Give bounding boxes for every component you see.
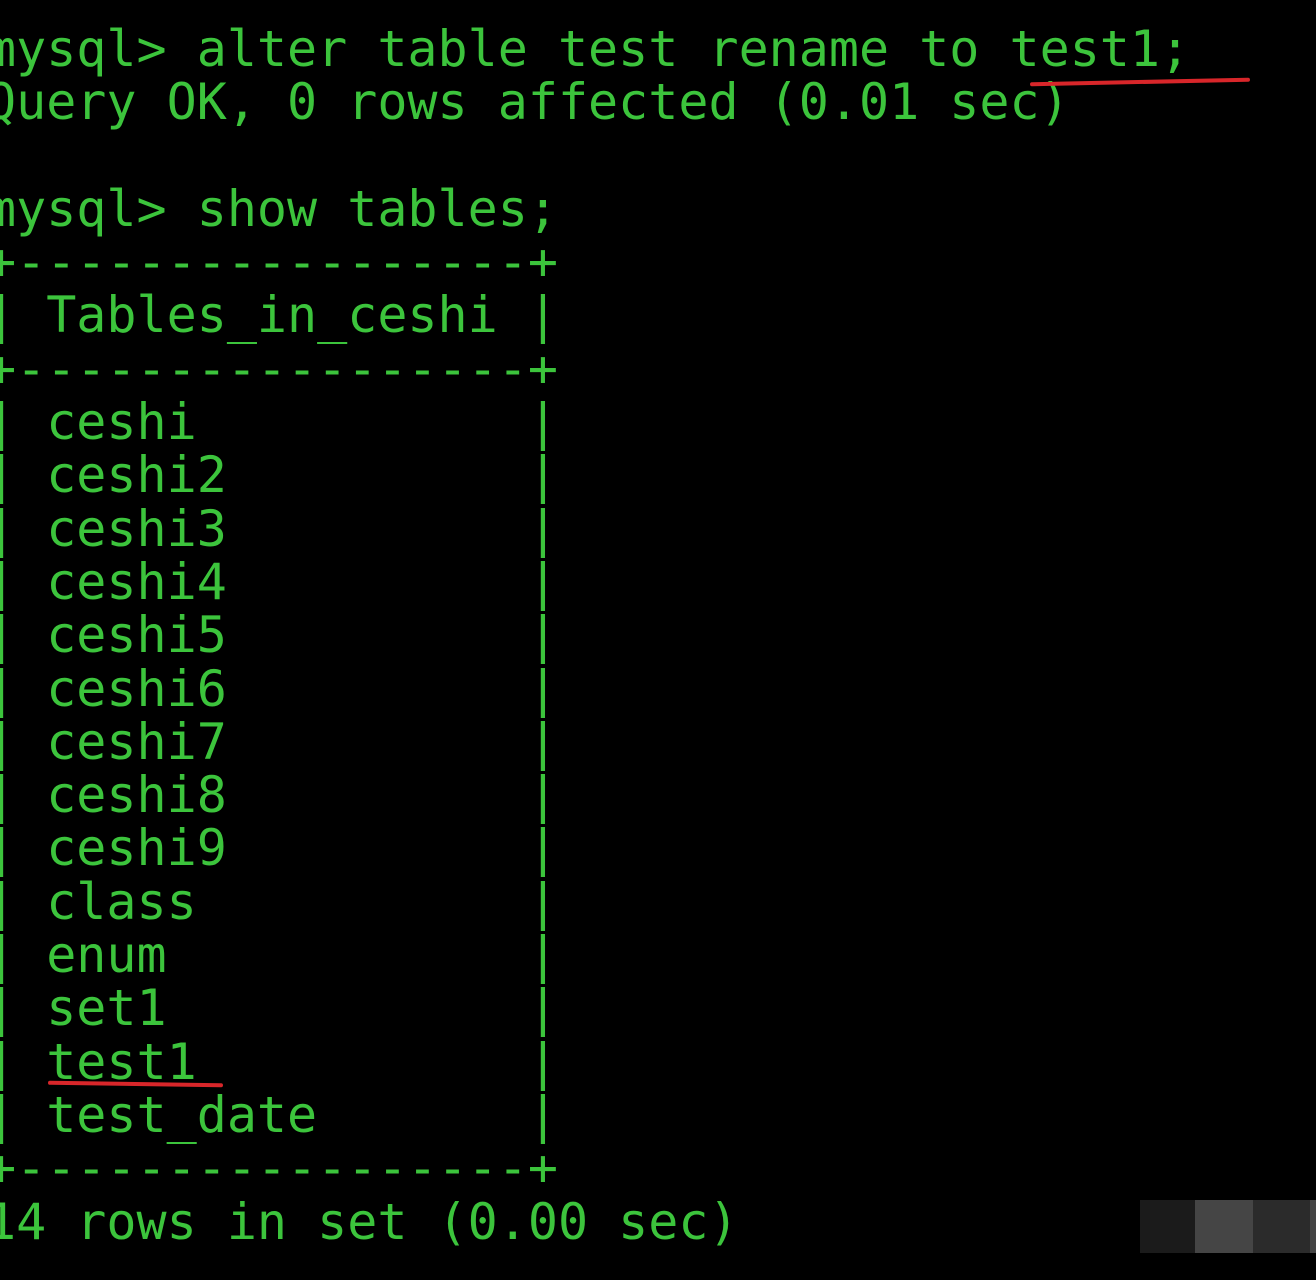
table-row: | class | (0, 872, 558, 931)
table-border-header: +-----------------+ (0, 339, 558, 398)
table-row: | ceshi7 | (0, 712, 558, 771)
command-alter-table: mysql> alter table test rename to test1; (0, 20, 1191, 78)
table-row: | ceshi8 | (0, 766, 558, 825)
pixelated-redaction (1195, 1200, 1253, 1253)
pixelated-redaction (1310, 1200, 1316, 1253)
terminal-output: mysql> alter table test rename to test1;… (0, 20, 1191, 1251)
command-show-tables: mysql> show tables; (0, 179, 558, 238)
pixelated-redaction (1253, 1200, 1310, 1253)
pixelated-redaction (1140, 1200, 1195, 1253)
table-row: | ceshi9 | (0, 819, 558, 878)
table-border-top: +-----------------+ (0, 233, 558, 292)
table-header: | Tables_in_ceshi | (0, 286, 558, 345)
table-row: | enum | (0, 926, 558, 985)
table-row: | ceshi2 | (0, 446, 558, 505)
table-row: | set1 | (0, 979, 558, 1038)
table-row: | ceshi3 | (0, 499, 558, 558)
table-row: | test1 | (0, 1032, 558, 1091)
query-result: Query OK, 0 rows affected (0.01 sec) (0, 73, 1070, 132)
table-row: | ceshi | (0, 393, 558, 452)
table-border-bottom: +-----------------+ (0, 1139, 558, 1198)
table-row: | test_date | (0, 1085, 558, 1144)
blank-line (0, 130, 1190, 183)
row-count-summary: 14 rows in set (0.00 sec) (0, 1192, 739, 1251)
table-row: | ceshi6 | (0, 659, 558, 718)
table-row: | ceshi5 | (0, 606, 558, 665)
table-row: | ceshi4 | (0, 552, 558, 611)
